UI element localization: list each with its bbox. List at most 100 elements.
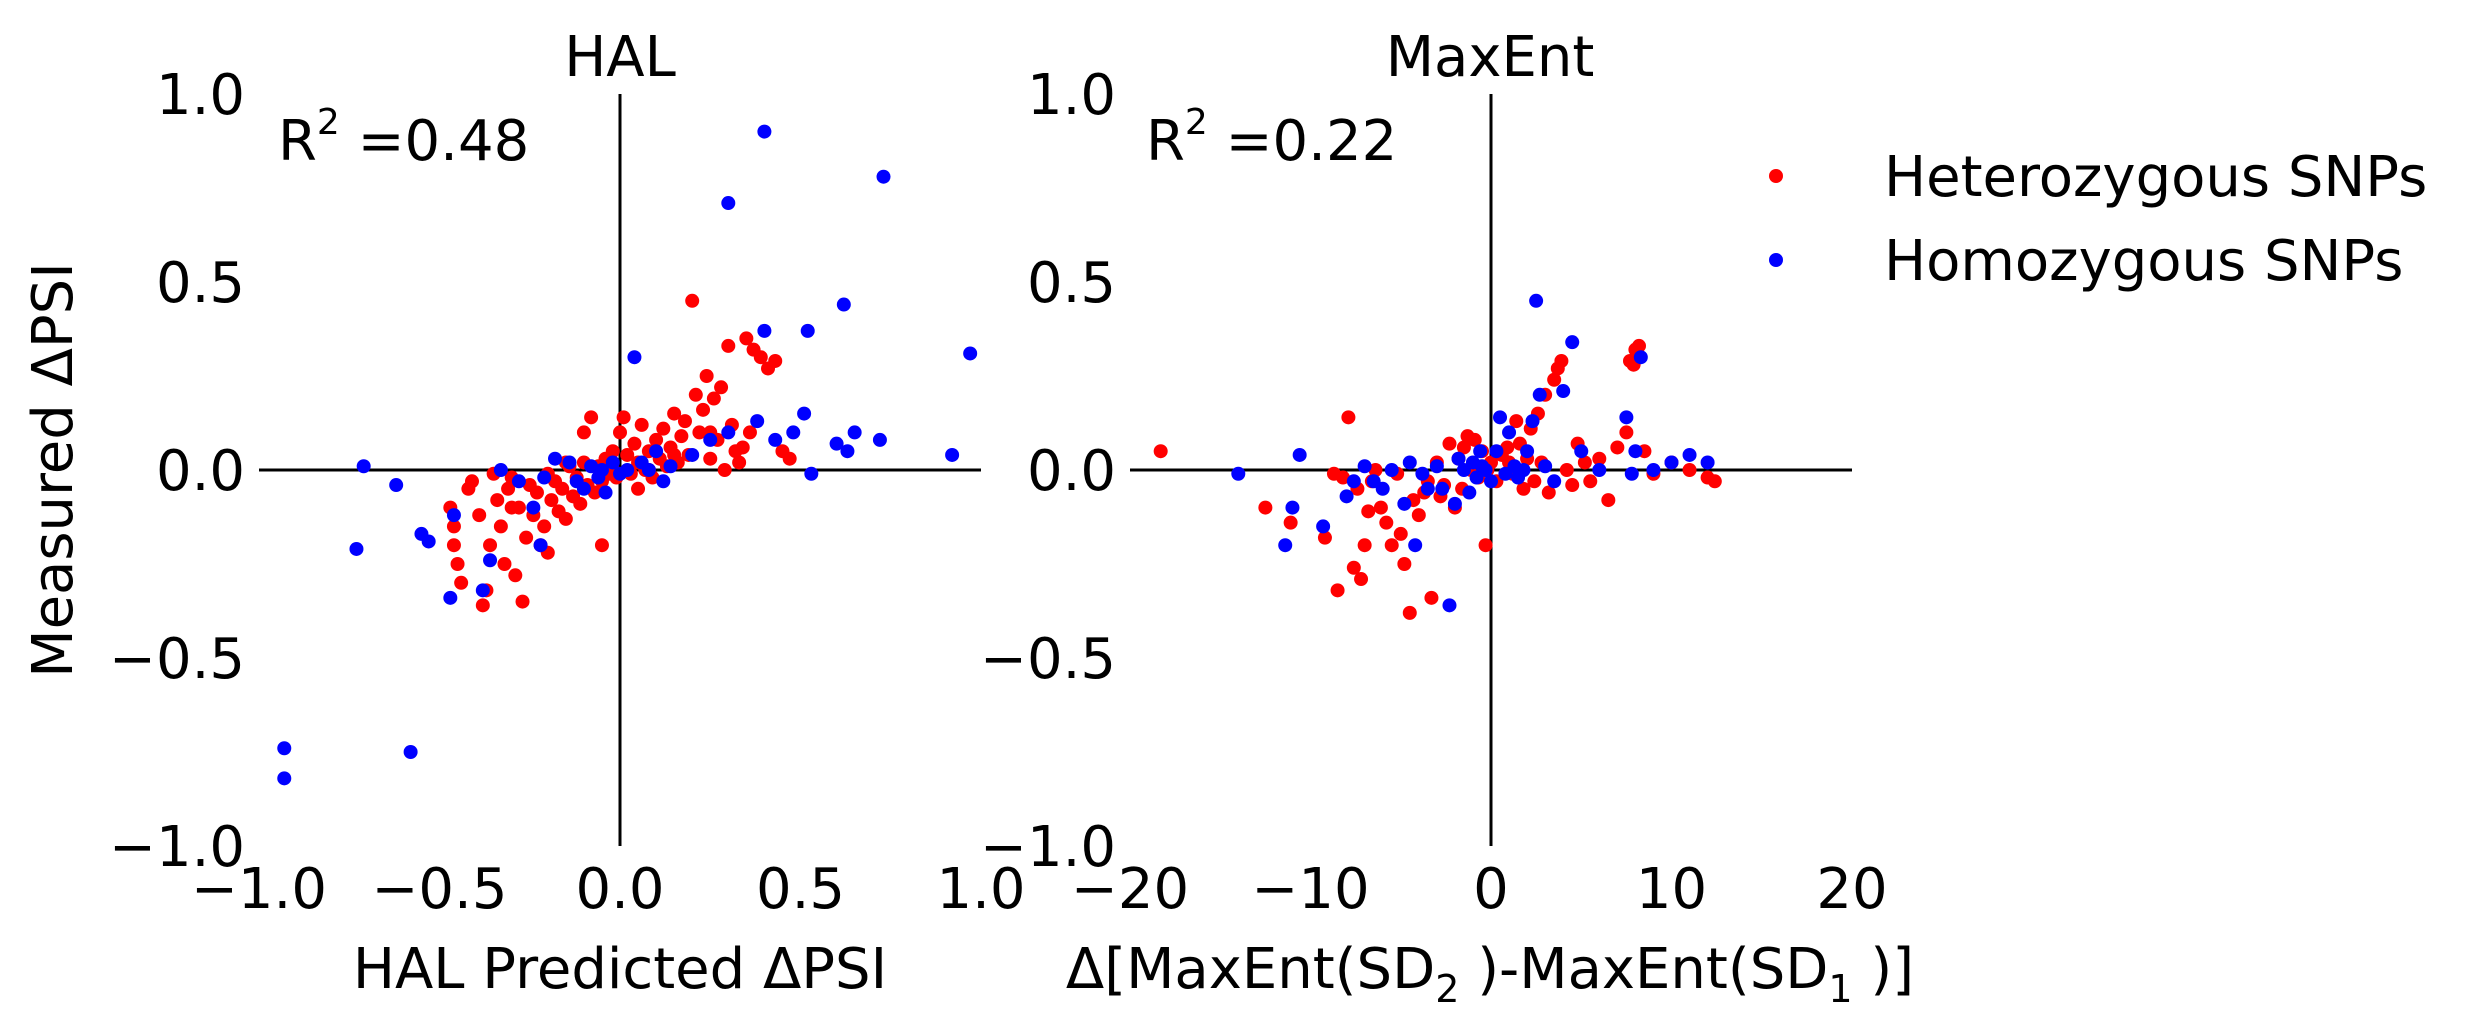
hal-heterozygous-point	[605, 444, 620, 459]
hal-homozygous-point	[829, 436, 844, 451]
maxent-heterozygous-point	[1632, 338, 1647, 353]
hal-heterozygous-point	[620, 447, 635, 462]
maxent-homozygous-point	[1532, 387, 1547, 402]
hal-heterozygous-point	[692, 425, 707, 440]
maxent-y-tick-label: −0.5	[980, 627, 1116, 692]
maxent-homozygous-point	[1700, 455, 1715, 470]
hal-heterozygous-point	[537, 519, 552, 534]
hal-homozygous-point	[533, 538, 548, 553]
hal-heterozygous-point	[714, 380, 729, 395]
maxent-heterozygous-point	[1153, 444, 1168, 459]
maxent-xlabel-part2: )-MaxEnt(SD	[1459, 937, 1828, 1002]
legend-label-heterozygous: Heterozygous SNPs	[1884, 145, 2427, 210]
hal-heterozygous-point	[706, 391, 721, 406]
maxent-homozygous-point	[1547, 474, 1562, 489]
maxent-heterozygous-point	[1565, 478, 1580, 493]
hal-heterozygous-point	[613, 425, 627, 440]
hal-homozygous-point	[475, 583, 490, 598]
maxent-homozygous-point	[1397, 496, 1412, 511]
maxent-homozygous-point	[1529, 293, 1544, 308]
hal-heterozygous-point	[573, 496, 588, 511]
hal-heterozygous-point	[490, 493, 505, 508]
legend-label-homozygous: Homozygous SNPs	[1884, 229, 2403, 294]
hal-heterozygous-point	[735, 440, 750, 455]
maxent-homozygous-point	[1231, 466, 1246, 481]
maxent-xlabel-sub1: 1	[1828, 967, 1852, 1011]
hal-y-tick-label: 1.0	[156, 63, 245, 128]
hal-homozygous-point	[421, 534, 436, 549]
hal-homozygous-point	[403, 745, 418, 759]
maxent-homozygous-point	[1435, 481, 1450, 496]
maxent-heterozygous-point	[1619, 425, 1634, 440]
maxent-homozygous-point	[1624, 466, 1639, 481]
hal-heterozygous-point	[627, 436, 642, 451]
hal-homozygous-point	[511, 474, 526, 489]
maxent-homozygous-point	[1285, 500, 1300, 515]
maxent-homozygous-point	[1646, 463, 1661, 477]
hal-homozygous-point	[620, 463, 635, 477]
hal-r2-annotation: R2 =0.48	[278, 102, 529, 174]
maxent-heterozygous-point	[1601, 493, 1616, 508]
maxent-xlabel-part3: )]	[1853, 937, 1915, 1002]
maxent-homozygous-point	[1633, 350, 1648, 365]
maxent-homozygous-point	[1278, 538, 1293, 553]
hal-homozygous-point	[443, 590, 458, 605]
maxent-homozygous-point	[1339, 489, 1354, 504]
maxent-homozygous-point	[1538, 459, 1553, 474]
maxent-r2-label: R	[1146, 109, 1185, 174]
hal-homozygous-point	[750, 414, 765, 429]
maxent-homozygous-point	[1346, 474, 1361, 489]
hal-homozygous-point	[963, 346, 978, 361]
maxent-homozygous-point	[1628, 444, 1643, 459]
hal-homozygous-point	[493, 463, 508, 477]
maxent-homozygous-point	[1682, 447, 1697, 462]
hal-homozygous-point	[786, 425, 801, 440]
maxent-homozygous-point	[1502, 425, 1517, 440]
hal-heterozygous-point	[674, 429, 689, 444]
maxent-heterozygous-point	[1317, 530, 1332, 545]
hal-heterozygous-point	[594, 538, 609, 553]
hal-homozygous-point	[721, 425, 736, 440]
hal-ylabel: Measured ΔPSI	[21, 262, 86, 678]
legend-marker-homozygous	[1769, 253, 1783, 267]
hal-homozygous-point	[804, 466, 819, 481]
hal-heterozygous-point	[483, 538, 498, 553]
maxent-xlabel: Δ[MaxEnt(SD2 )-MaxEnt(SD1 )]	[1066, 937, 1914, 1011]
hal-homozygous-point	[703, 432, 718, 447]
maxent-heterozygous-point	[1509, 414, 1524, 429]
hal-heterozygous-point	[696, 402, 711, 417]
hal-homozygous-point	[876, 169, 891, 184]
hal-homozygous-point	[356, 459, 371, 474]
hal-homozygous-point	[562, 455, 577, 470]
hal-heterozygous-point	[584, 410, 599, 425]
hal-homozygous-point	[840, 444, 855, 459]
maxent-heterozygous-point	[1361, 504, 1376, 519]
maxent-heterozygous-point	[1478, 538, 1493, 553]
hal-heterozygous-point	[667, 406, 682, 421]
hal-heterozygous-point	[446, 538, 461, 553]
hal-heterozygous-point	[497, 557, 512, 571]
maxent-points	[1153, 293, 1722, 620]
maxent-homozygous-point	[1384, 463, 1399, 477]
maxent-y-tick-label: 0.5	[1027, 251, 1116, 316]
maxent-xlabel-part1: Δ[MaxEnt(SD	[1066, 937, 1435, 1002]
hal-homozygous-point	[649, 444, 664, 459]
maxent-heterozygous-point	[1357, 538, 1372, 553]
hal-y-tick-label: 0.0	[156, 439, 245, 504]
hal-heterozygous-point	[732, 455, 747, 470]
hal-heterozygous-point	[685, 293, 700, 308]
maxent-heterozygous-point	[1682, 463, 1697, 477]
hal-homozygous-point	[277, 741, 292, 756]
maxent-heterozygous-point	[1384, 538, 1399, 553]
hal-heterozygous-point	[472, 508, 487, 523]
hal-heterozygous-point	[454, 575, 469, 590]
maxent-title: MaxEnt	[1386, 25, 1595, 90]
hal-heterozygous-point	[504, 500, 519, 515]
hal-heterozygous-point	[739, 331, 754, 346]
maxent-r2-annotation: R2 =0.22	[1146, 102, 1397, 174]
maxent-homozygous-point	[1619, 410, 1634, 425]
maxent-homozygous-point	[1316, 519, 1331, 534]
hal-homozygous-point	[872, 432, 887, 447]
maxent-heterozygous-point	[1258, 500, 1273, 515]
hal-heterozygous-point	[558, 511, 573, 526]
